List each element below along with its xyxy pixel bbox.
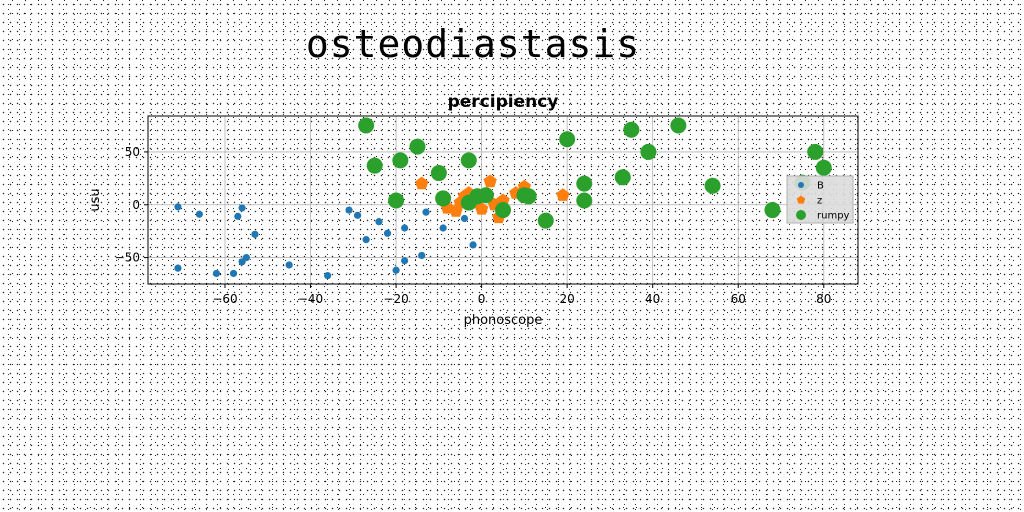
data-point	[229, 269, 238, 278]
plot-markers	[174, 117, 832, 280]
x-tick-label: 60	[731, 292, 746, 306]
data-point	[483, 174, 497, 188]
data-point	[807, 143, 824, 160]
y-tick-label: 50	[125, 145, 140, 159]
data-point	[401, 257, 409, 265]
chart-title: percipiency	[448, 92, 559, 112]
plot-area	[147, 115, 859, 285]
data-point	[435, 190, 452, 207]
data-point	[366, 157, 383, 174]
data-point	[559, 131, 576, 148]
legend-label-B: B	[817, 181, 824, 192]
data-point	[418, 251, 426, 260]
data-point	[409, 138, 426, 155]
data-point	[439, 224, 447, 232]
data-point	[623, 121, 640, 138]
data-point	[174, 203, 182, 211]
data-point	[520, 188, 537, 205]
data-point	[238, 204, 246, 212]
data-point	[375, 218, 383, 226]
data-point	[174, 264, 182, 272]
data-point	[815, 159, 832, 176]
legend-marker-B	[798, 182, 804, 188]
x-tick-label: 80	[816, 292, 831, 306]
data-point	[460, 214, 469, 223]
data-point	[242, 253, 250, 262]
y-tick-label: 0	[132, 198, 140, 212]
y-axis-label: usu	[88, 188, 103, 211]
x-tick-label: −20	[383, 292, 408, 306]
data-point	[285, 261, 293, 269]
data-point	[345, 206, 353, 214]
y-tick-label: −50	[115, 251, 140, 265]
data-point	[415, 176, 429, 190]
x-tick-label: 40	[645, 292, 660, 306]
data-point	[704, 177, 721, 194]
x-axis-label: phonoscope	[464, 313, 543, 328]
data-point	[251, 230, 259, 238]
data-point	[670, 117, 687, 134]
data-point	[392, 266, 400, 274]
data-point	[212, 269, 221, 278]
data-point	[234, 212, 242, 220]
legend-label-z: z	[817, 196, 822, 207]
data-point	[430, 165, 447, 182]
data-point	[358, 117, 375, 134]
data-point	[495, 202, 511, 219]
figure-suptitle: osteodiastasis	[305, 22, 641, 66]
data-point	[460, 152, 477, 169]
data-point	[764, 202, 781, 219]
data-point	[362, 236, 370, 244]
data-point	[477, 187, 494, 204]
data-point	[537, 212, 554, 229]
data-point	[475, 202, 489, 215]
data-point	[576, 192, 593, 209]
data-point	[640, 143, 657, 160]
data-point	[383, 229, 392, 237]
data-point	[388, 192, 405, 209]
data-point	[556, 188, 570, 201]
data-point	[195, 210, 203, 218]
x-tick-label: 20	[560, 292, 575, 306]
data-point	[353, 211, 362, 219]
data-point	[422, 208, 430, 216]
legend-marker-z	[796, 195, 806, 204]
data-point	[392, 152, 409, 169]
series-B	[174, 203, 477, 280]
x-tick-label: −60	[212, 292, 237, 306]
data-point	[576, 175, 593, 192]
data-point	[324, 271, 332, 280]
legend[interactable]: Bz rumpy	[786, 175, 854, 224]
x-tick-label: −40	[298, 292, 323, 306]
data-point	[614, 169, 631, 186]
x-tick-label: 0	[478, 292, 486, 306]
legend-marker-rumpy	[796, 210, 806, 220]
axis-ticks: −60 −40 −20 0 20 40 60 80 −50 0 50	[115, 145, 832, 306]
data-point	[469, 241, 477, 249]
legend-label-rumpy: rumpy	[817, 211, 850, 222]
data-point	[401, 224, 409, 232]
